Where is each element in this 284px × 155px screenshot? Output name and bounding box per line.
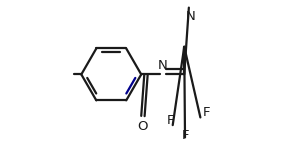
Text: F: F	[167, 114, 174, 127]
Text: N: N	[185, 10, 195, 23]
Text: N: N	[158, 59, 168, 72]
Text: F: F	[203, 106, 210, 119]
Text: F: F	[181, 129, 189, 142]
Text: O: O	[137, 120, 147, 133]
